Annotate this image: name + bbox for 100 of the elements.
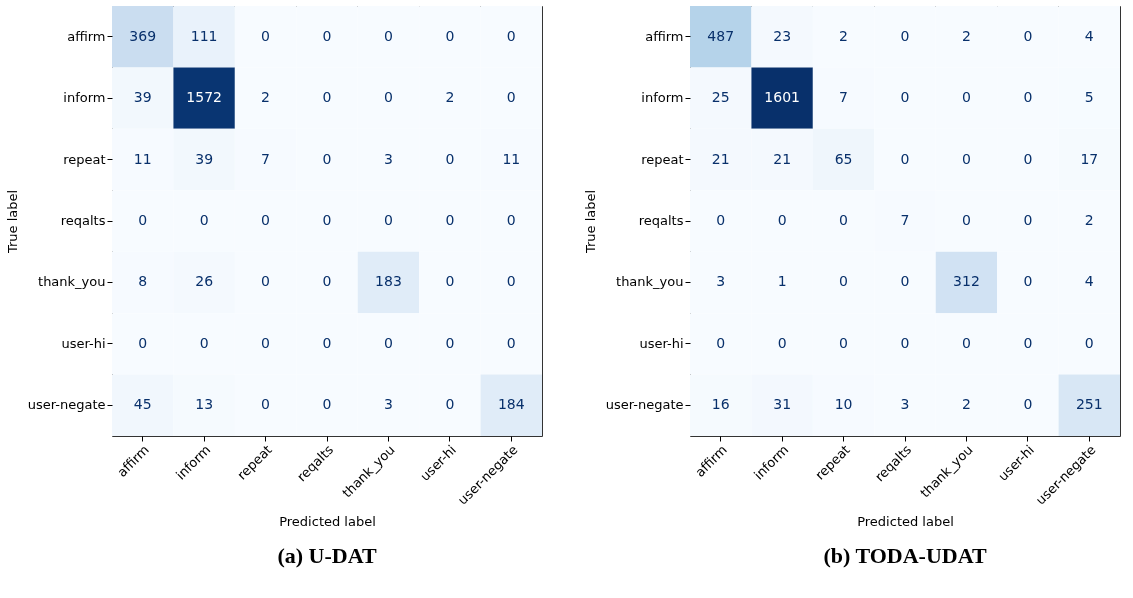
- text: (a) U-DAT: [277, 543, 377, 569]
- data-label: 0: [839, 273, 849, 290]
- data-label: 0: [383, 89, 393, 106]
- data-label: 4: [1084, 273, 1094, 290]
- y-tick-label: affirm: [67, 28, 106, 44]
- data-label: 3: [383, 396, 393, 413]
- data-label: 2: [839, 27, 849, 44]
- x-axis-title: Predicted label: [857, 513, 954, 529]
- data-label: 11: [502, 150, 521, 167]
- data-label: 0: [839, 212, 849, 228]
- data-label: 0: [261, 273, 271, 290]
- data-label: 0: [1023, 89, 1033, 106]
- data-label: 0: [1023, 396, 1033, 413]
- data-label: 111: [190, 27, 218, 44]
- data-label: 0: [199, 212, 209, 228]
- data-label: 17: [1080, 150, 1099, 167]
- data-label: 3: [716, 273, 726, 290]
- data-label: 1: [777, 273, 787, 290]
- data-label: 0: [1023, 150, 1033, 167]
- data-label: 7: [900, 212, 910, 228]
- data-label: 0: [322, 273, 332, 290]
- data-label: 8: [138, 273, 148, 290]
- y-tick-label: user-hi: [61, 335, 106, 351]
- y-tick-label: thank_you: [38, 274, 106, 290]
- y-tick-label: reqalts: [638, 213, 684, 228]
- data-label: 0: [1023, 273, 1033, 290]
- y-axis-title: True label: [4, 189, 20, 255]
- data-label: 1601: [764, 89, 800, 106]
- data-label: 0: [961, 89, 971, 106]
- data-label: 0: [900, 27, 910, 44]
- data-label: 0: [383, 334, 393, 351]
- data-label: 184: [497, 396, 525, 413]
- data-label: 0: [322, 334, 332, 351]
- data-label: 1572: [186, 89, 222, 106]
- data-label: 0: [961, 334, 971, 351]
- data-label: 3: [383, 150, 393, 167]
- data-label: 183: [375, 273, 402, 290]
- data-label: 7: [839, 89, 849, 106]
- data-label: 25: [711, 89, 730, 106]
- data-label: 65: [834, 150, 853, 167]
- data-label: 0: [900, 150, 910, 167]
- data-label: 312: [953, 273, 980, 290]
- data-label: 10: [834, 396, 853, 413]
- data-label: 0: [1023, 212, 1033, 228]
- data-label: 26: [195, 273, 214, 290]
- data-label: 0: [506, 27, 516, 44]
- y-tick-label: user-negate: [27, 397, 106, 413]
- data-label: 0: [961, 150, 971, 167]
- data-label: 7: [261, 150, 271, 167]
- y-tick-label: inform: [641, 90, 684, 106]
- data-label: 39: [195, 150, 214, 167]
- y-tick-label: affirm: [645, 28, 684, 44]
- data-label: 0: [777, 334, 787, 351]
- data-label: 0: [322, 150, 332, 167]
- data-label: 0: [445, 334, 455, 351]
- data-label: 251: [1075, 396, 1103, 413]
- data-label: 0: [322, 212, 332, 228]
- data-label: 0: [322, 89, 332, 106]
- data-label: 0: [506, 212, 516, 228]
- y-tick-label: thank_you: [616, 274, 684, 290]
- data-label: 0: [199, 334, 209, 351]
- data-label: 0: [839, 334, 849, 351]
- data-label: 2: [445, 89, 455, 106]
- data-label: 0: [322, 396, 332, 413]
- data-label: 0: [1023, 334, 1033, 351]
- data-label: 5: [1084, 89, 1094, 106]
- data-label: 0: [445, 212, 455, 228]
- data-label: 0: [777, 212, 787, 228]
- data-label: 0: [445, 396, 455, 413]
- y-tick-label: reqalts: [60, 213, 106, 228]
- data-label: 0: [445, 273, 455, 290]
- y-tick-label: repeat: [63, 151, 106, 167]
- data-label: 2: [1084, 212, 1094, 228]
- data-label: 0: [445, 27, 455, 44]
- text: (b) TODA-UDAT: [823, 543, 987, 569]
- data-label: 11: [133, 150, 152, 167]
- data-label: 16: [711, 396, 730, 413]
- data-label: 0: [506, 334, 516, 351]
- data-label: 0: [716, 334, 726, 351]
- data-label: 0: [383, 27, 393, 44]
- data-label: 0: [900, 334, 910, 351]
- data-label: 4: [1084, 27, 1094, 44]
- y-axis-title: True label: [582, 189, 598, 255]
- data-label: 2: [961, 27, 971, 44]
- y-tick-label: repeat: [641, 151, 684, 167]
- data-label: 0: [961, 212, 971, 228]
- data-label: 31: [773, 396, 792, 413]
- data-label: 3: [900, 396, 910, 413]
- y-tick-label: user-hi: [639, 335, 684, 351]
- data-label: 0: [506, 89, 516, 106]
- data-label: 23: [773, 27, 792, 44]
- data-label: 0: [716, 212, 726, 228]
- data-label: 2: [261, 89, 271, 106]
- data-label: 487: [707, 27, 735, 44]
- data-label: 2: [961, 396, 971, 413]
- data-label: 0: [900, 89, 910, 106]
- data-label: 0: [445, 150, 455, 167]
- data-label: 0: [322, 27, 332, 44]
- data-label: 0: [506, 273, 516, 290]
- data-label: 0: [261, 334, 271, 351]
